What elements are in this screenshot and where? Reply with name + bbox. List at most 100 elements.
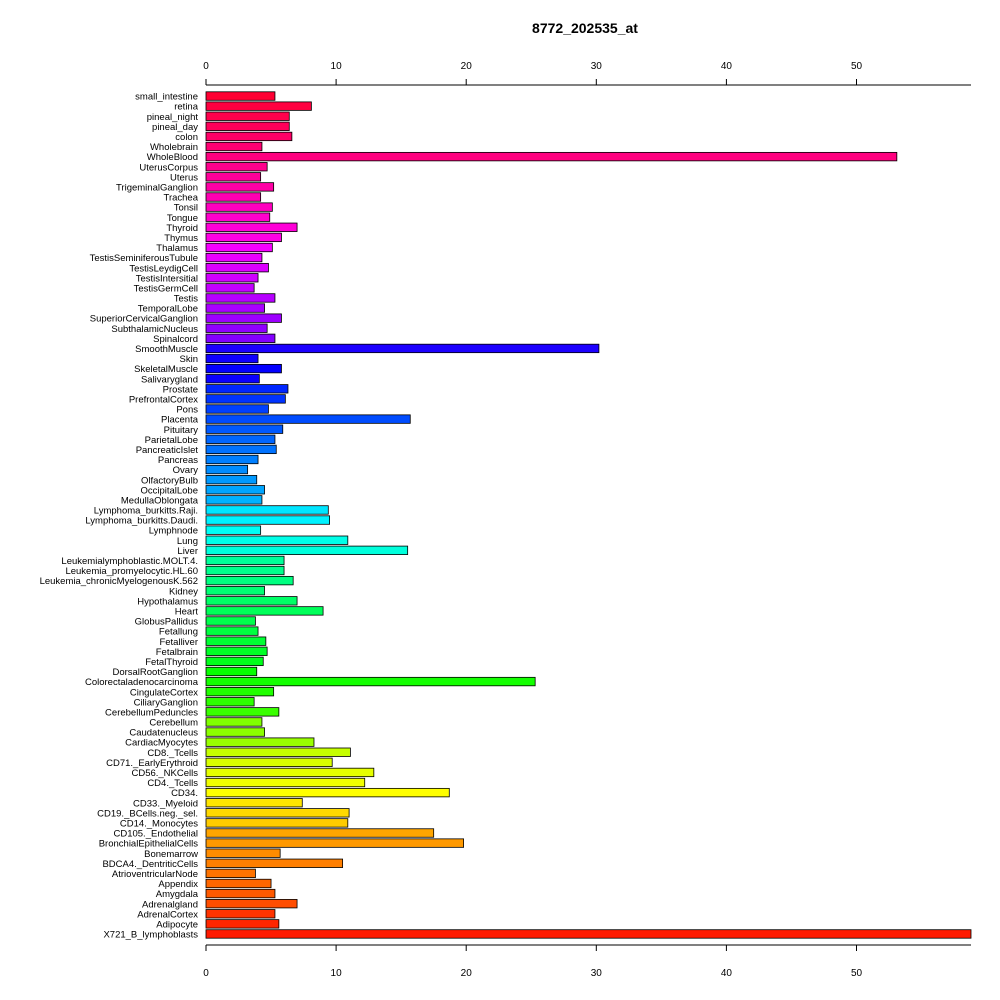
tick-label: 40 bbox=[721, 61, 733, 72]
bar-Amygdala bbox=[205, 888, 276, 899]
tick-label: 50 bbox=[851, 61, 863, 72]
category-label: Ovary bbox=[173, 465, 199, 476]
category-label: X721_B_lymphoblasts bbox=[103, 930, 198, 941]
bar-TrigeminalGanglion bbox=[205, 182, 275, 192]
bar-Adipocyte bbox=[205, 919, 280, 929]
category-label: Adipocyte bbox=[156, 919, 198, 930]
bar-AdrenalCortex bbox=[205, 909, 276, 919]
category-label: BronchialEpithelialCells bbox=[99, 839, 199, 850]
category-label: Lymphoma_burkitts.Daudi. bbox=[85, 516, 198, 527]
bar-Adrenalgland bbox=[205, 899, 298, 909]
bar-CerebellumPeduncles bbox=[205, 707, 280, 717]
bottom-axis: 0 10 20 30 40 50 bbox=[203, 944, 971, 979]
category-label: Amygdala bbox=[156, 889, 199, 900]
category-label: Pituitary bbox=[164, 425, 199, 436]
bar-Bonemarrow bbox=[205, 848, 281, 858]
bar-CD33._Myeloid bbox=[205, 798, 303, 808]
bar-BDCA4._DentriticCells bbox=[205, 858, 344, 868]
bar-CD8._Tcells bbox=[205, 747, 351, 757]
bar-Appendix bbox=[205, 878, 272, 889]
category-label: Salivarygland bbox=[141, 374, 198, 385]
category-label: Lung bbox=[177, 536, 198, 547]
bar-Fetalliver bbox=[205, 636, 267, 646]
category-label: CD71._EarlyErythroid bbox=[106, 758, 198, 769]
category-label: Bonemarrow bbox=[144, 849, 198, 860]
bar-pineal_day bbox=[205, 121, 290, 131]
bar-OccipitalLobe bbox=[205, 485, 265, 495]
category-label: Lymphnode bbox=[149, 526, 198, 537]
category-label: Colorectaladenocarcinoma bbox=[85, 677, 199, 688]
category-label: Trachea bbox=[164, 193, 199, 204]
bar-Liver bbox=[205, 545, 409, 555]
category-label: retina bbox=[174, 102, 198, 113]
bar-CardiacMyocytes bbox=[205, 737, 315, 747]
bar-Leukemia_promyelocytic.HL.60 bbox=[205, 565, 285, 576]
category-label: PrefrontalCortex bbox=[129, 395, 198, 406]
category-label: CD14._Monocytes bbox=[120, 819, 198, 830]
category-label: CardiacMyocytes bbox=[125, 738, 198, 749]
category-label: CD33._Myeloid bbox=[133, 798, 198, 809]
category-label: Adrenalgland bbox=[142, 899, 198, 910]
category-label: CerebellumPeduncles bbox=[105, 707, 198, 718]
bar-Kidney bbox=[205, 586, 265, 596]
category-label: Pancreas bbox=[158, 455, 198, 466]
bar-Pancreas bbox=[205, 454, 259, 465]
category-label: ParietalLobe bbox=[145, 435, 198, 446]
bar-pineal_night bbox=[205, 111, 290, 121]
bar-TestisGermCell bbox=[205, 283, 255, 293]
bar-Tonsil bbox=[205, 202, 273, 212]
category-label: Skin bbox=[180, 354, 198, 365]
category-label: Fetalbrain bbox=[156, 647, 198, 658]
category-label: pineal_night bbox=[147, 112, 199, 123]
category-label: Uterus bbox=[170, 172, 198, 183]
bar-X721_B_lymphoblasts bbox=[205, 929, 972, 939]
category-label: Leukemia_chronicMyelogenousK.562 bbox=[40, 576, 198, 587]
bar-AtrioventricularNode bbox=[205, 868, 256, 879]
category-label: Heart bbox=[175, 607, 199, 618]
category-label: Fetalliver bbox=[159, 637, 198, 648]
bar-Colorectaladenocarcinoma bbox=[205, 676, 536, 687]
category-label: Prostate bbox=[163, 384, 198, 395]
category-label: Cerebellum bbox=[149, 718, 198, 729]
bar-Leukemialymphoblastic.MOLT.4. bbox=[205, 555, 285, 566]
bar-CD14._Monocytes bbox=[205, 818, 349, 828]
category-label: CD8._Tcells bbox=[147, 748, 198, 759]
bar-Prostate bbox=[205, 384, 289, 394]
bar-small_intestine bbox=[205, 91, 276, 101]
bar-colon bbox=[205, 131, 293, 142]
bar-SuperiorCervicalGanglion bbox=[205, 313, 282, 323]
tick-label: 20 bbox=[461, 968, 473, 979]
category-label: Lymphoma_burkitts.Raji. bbox=[94, 506, 198, 517]
bars bbox=[205, 91, 972, 939]
tick-label: 0 bbox=[203, 968, 209, 979]
bar-TestisSeminiferousTubule bbox=[205, 252, 263, 263]
category-label: Hypothalamus bbox=[137, 596, 198, 607]
category-label: CD4._Tcells bbox=[147, 778, 198, 789]
bar-GlobusPallidus bbox=[205, 616, 256, 626]
bar-FetalThyroid bbox=[205, 656, 264, 667]
category-label: AdrenalCortex bbox=[137, 909, 198, 920]
bar-Leukemia_chronicMyelogenousK.562 bbox=[205, 575, 294, 586]
category-label: WholeBlood bbox=[147, 152, 198, 163]
category-label: CiliaryGanglion bbox=[134, 697, 198, 708]
bar-CingulateCortex bbox=[205, 687, 275, 697]
category-label: Testis bbox=[174, 294, 199, 305]
bar-Lymphnode bbox=[205, 525, 262, 535]
tick-label: 30 bbox=[591, 968, 603, 979]
bar-Spinalcord bbox=[205, 333, 276, 343]
bar-Placenta bbox=[205, 414, 411, 424]
bar-UterusCorpus bbox=[205, 162, 268, 172]
category-label: AtrioventricularNode bbox=[112, 869, 198, 880]
bar-WholeBlood bbox=[205, 151, 898, 162]
category-label: TemporalLobe bbox=[138, 304, 198, 315]
category-label: SmoothMuscle bbox=[135, 344, 198, 355]
tick-label: 30 bbox=[591, 61, 603, 72]
bar-SubthalamicNucleus bbox=[205, 323, 268, 333]
category-label: Tonsil bbox=[174, 203, 198, 214]
bar-CD34. bbox=[205, 787, 450, 798]
category-label: CD105._Endothelial bbox=[113, 829, 198, 840]
bar-PancreaticIslet bbox=[205, 444, 277, 455]
bar-Thalamus bbox=[205, 242, 273, 253]
bar-CD19._BCells.neg._sel. bbox=[205, 808, 350, 818]
category-label: OccipitalLobe bbox=[140, 485, 198, 496]
